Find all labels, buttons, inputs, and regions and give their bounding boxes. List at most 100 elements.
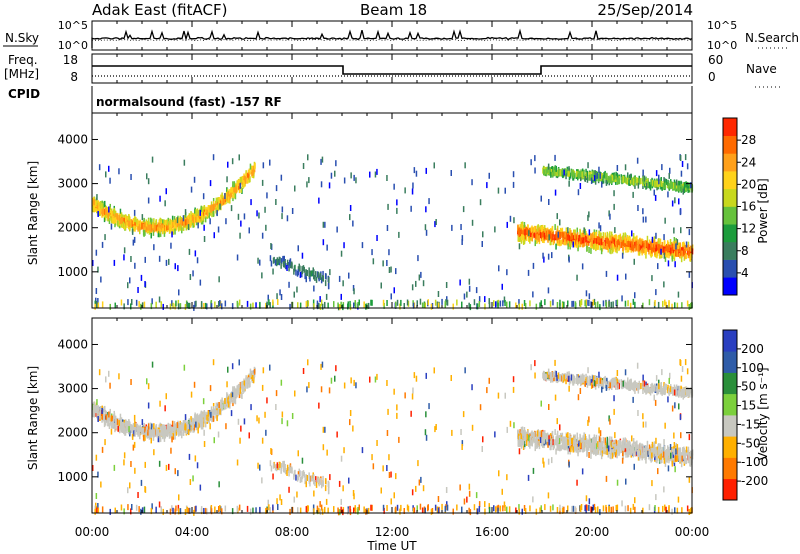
velocity-echo bbox=[592, 443, 595, 450]
power-echo bbox=[639, 244, 641, 251]
power-echo bbox=[202, 216, 205, 223]
velocity-echo bbox=[565, 433, 568, 440]
power-echo bbox=[512, 181, 515, 188]
power-echo bbox=[134, 262, 136, 269]
power-echo bbox=[92, 260, 94, 266]
velocity-echo bbox=[621, 440, 624, 447]
velocity-echo bbox=[603, 446, 605, 453]
power-echo bbox=[584, 229, 586, 235]
velocity-echo bbox=[651, 452, 653, 459]
velocity-echo bbox=[195, 424, 198, 431]
power-echo bbox=[199, 209, 201, 216]
power-echo bbox=[570, 230, 572, 237]
power-echo bbox=[682, 182, 685, 189]
power-echo bbox=[585, 240, 588, 246]
power-echo bbox=[306, 270, 308, 276]
power-echo bbox=[122, 216, 124, 223]
velocity-echo bbox=[565, 437, 568, 444]
power-echo bbox=[632, 298, 635, 305]
power-echo bbox=[393, 183, 395, 190]
power-echo bbox=[204, 211, 206, 218]
power-echo bbox=[106, 207, 109, 214]
power-echo bbox=[661, 252, 663, 259]
power-echo bbox=[93, 204, 95, 211]
power-echo bbox=[622, 240, 624, 246]
power-echo bbox=[161, 224, 164, 231]
power-echo bbox=[232, 181, 234, 188]
power-echo bbox=[195, 300, 197, 307]
velocity-echo bbox=[570, 435, 572, 442]
power-echo bbox=[436, 301, 439, 308]
power-echo bbox=[456, 299, 458, 306]
velocity-echo bbox=[690, 458, 692, 465]
power-echo bbox=[393, 287, 395, 294]
power-echo bbox=[179, 215, 181, 222]
velocity-echo bbox=[147, 423, 150, 430]
power-echo bbox=[174, 263, 176, 270]
power-echo bbox=[685, 241, 688, 248]
velocity-echo bbox=[534, 439, 536, 446]
power-echo bbox=[588, 293, 591, 300]
velocity-echo bbox=[616, 445, 618, 452]
power-echo bbox=[424, 224, 427, 231]
power-echo bbox=[205, 206, 207, 213]
power-echo bbox=[592, 238, 595, 245]
velocity-echo bbox=[568, 445, 571, 452]
power-echo bbox=[651, 250, 653, 257]
power-echo bbox=[572, 241, 574, 248]
power-echo bbox=[297, 266, 300, 273]
power-echo bbox=[684, 252, 686, 259]
velocity-echo bbox=[608, 440, 611, 447]
power-echo bbox=[156, 227, 159, 234]
power-echo bbox=[97, 200, 100, 207]
power-echo bbox=[605, 236, 608, 243]
velocity-echo bbox=[641, 443, 643, 450]
power-echo bbox=[488, 298, 490, 305]
velocity-echo bbox=[588, 452, 590, 458]
power-echo bbox=[305, 301, 308, 308]
power-echo bbox=[627, 246, 629, 253]
velocity-echo bbox=[103, 406, 105, 413]
velocity-echo bbox=[152, 434, 155, 441]
velocity-echo bbox=[626, 449, 628, 455]
velocity-echo bbox=[107, 418, 109, 425]
power-echo bbox=[593, 298, 596, 305]
velocity-echo bbox=[672, 451, 675, 458]
velocity-echo bbox=[559, 432, 562, 439]
power-echo bbox=[541, 231, 544, 238]
power-echo bbox=[141, 214, 144, 221]
power-echo bbox=[611, 174, 614, 181]
power-echo bbox=[95, 200, 97, 207]
power-echo bbox=[559, 303, 561, 310]
velocity-echo bbox=[226, 392, 228, 399]
power-echo bbox=[390, 266, 392, 273]
power-echo bbox=[662, 183, 665, 189]
velocity-echo bbox=[245, 377, 247, 384]
power-echo bbox=[95, 288, 98, 294]
power-echo bbox=[560, 239, 562, 246]
power-echo bbox=[195, 209, 197, 216]
beam-title: Beam 18 bbox=[360, 1, 427, 19]
freq-tick-high: 18 bbox=[63, 53, 78, 67]
power-echo bbox=[131, 299, 133, 305]
velocity-echo bbox=[691, 449, 694, 456]
velocity-echo bbox=[149, 422, 152, 429]
power-echo bbox=[403, 303, 405, 309]
power-echo bbox=[661, 184, 663, 191]
power-echo bbox=[673, 243, 675, 250]
power-echo bbox=[182, 215, 185, 222]
power-echo bbox=[216, 210, 218, 217]
power-echo bbox=[663, 234, 665, 241]
power-echo bbox=[231, 186, 234, 193]
power-echo bbox=[660, 248, 662, 255]
velocity-echo bbox=[200, 414, 203, 421]
power-echo bbox=[473, 299, 476, 306]
power-echo bbox=[240, 176, 243, 183]
velocity-echo bbox=[180, 429, 182, 436]
power-echo bbox=[143, 301, 146, 308]
power-echo bbox=[275, 185, 278, 192]
power-echo bbox=[633, 242, 636, 249]
power-echo bbox=[288, 265, 290, 272]
power-echo bbox=[530, 234, 532, 241]
